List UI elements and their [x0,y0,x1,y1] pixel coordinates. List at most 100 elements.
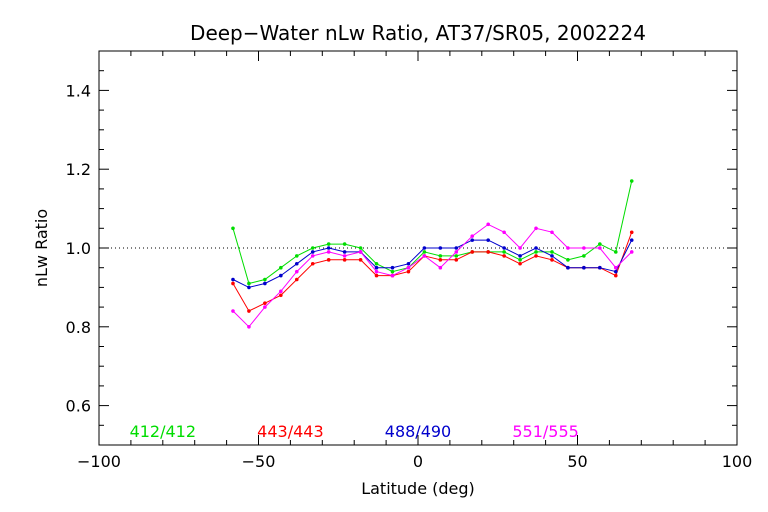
data-point-412-412 [438,254,443,258]
data-point-551-555 [263,305,267,309]
legend-label: 488/490 [385,422,451,441]
series-488-490 [231,238,634,290]
data-point-551-555 [470,234,475,238]
data-point-551-555 [629,250,634,254]
data-point-551-555 [486,222,490,227]
data-point-488-490 [502,246,506,250]
data-point-443-443 [326,258,331,262]
data-point-443-443 [613,273,618,278]
data-point-488-490 [470,238,475,242]
data-point-551-555 [422,254,427,258]
legend-label: 412/412 [130,422,196,441]
chart-title: Deep−Water nLw Ratio, AT37/SR05, 2002224 [190,21,646,45]
data-point-488-490 [390,265,395,270]
data-point-551-555 [582,246,586,250]
data-point-488-490 [279,273,283,278]
data-point-443-443 [438,258,443,262]
data-point-551-555 [279,289,283,294]
data-point-551-555 [374,269,379,274]
data-point-412-412 [534,250,538,254]
data-point-412-412 [279,265,283,270]
y-tick-label: 1.4 [66,81,91,100]
data-point-443-443 [358,258,363,262]
series-line-551-555 [232,223,633,328]
data-point-443-443 [231,281,235,286]
y-axis-label: nLw Ratio [32,209,51,287]
x-axis-label: Latitude (deg) [361,479,475,498]
data-point-443-443 [310,261,315,266]
data-point-412-412 [374,261,379,266]
data-point-488-490 [406,261,411,266]
series-line-488-490 [232,239,633,288]
data-point-443-443 [406,269,411,274]
y-tick-label: 1.2 [66,160,91,179]
data-point-488-490 [263,281,267,286]
series-line-443-443 [232,232,633,312]
data-point-551-555 [294,269,299,274]
data-point-551-555 [613,265,618,270]
y-tick-label: 0.8 [66,318,91,337]
data-point-443-443 [629,230,634,235]
data-point-412-412 [231,226,235,231]
data-point-412-412 [247,281,251,286]
x-tick-label: 50 [567,452,587,471]
data-point-412-412 [582,254,586,258]
data-point-488-490 [438,246,443,250]
data-point-488-490 [629,238,634,242]
data-point-488-490 [342,250,347,254]
data-point-412-412 [342,242,347,246]
data-point-551-555 [231,309,235,313]
data-point-443-443 [518,261,522,266]
data-point-412-412 [629,179,634,183]
data-point-488-490 [534,246,538,250]
legend-label: 551/555 [512,422,578,441]
data-point-412-412 [263,277,267,282]
data-point-488-490 [598,265,602,270]
data-point-488-490 [326,246,331,250]
series-line-412-412 [232,180,633,285]
data-point-551-555 [518,246,522,250]
data-point-551-555 [406,265,411,270]
data-point-488-490 [294,261,299,266]
legend: 412/412 443/443 488/490 551/555 [130,422,579,441]
data-point-488-490 [422,246,427,250]
data-point-488-490 [613,269,618,274]
data-point-488-490 [374,265,379,270]
series-443-443 [231,230,634,313]
data-point-551-555 [342,254,347,258]
plot-frame [98,50,738,446]
data-point-412-412 [422,250,427,254]
data-point-412-412 [613,250,618,254]
data-point-443-443 [374,273,379,278]
data-point-488-490 [231,277,235,282]
data-point-412-412 [566,258,570,262]
data-point-443-443 [342,258,347,262]
data-point-412-412 [390,269,395,274]
data-point-412-412 [598,242,602,246]
data-point-488-490 [486,238,490,242]
data-point-551-555 [438,265,443,270]
data-point-443-443 [247,309,251,313]
legend-label: 443/443 [257,422,323,441]
data-point-412-412 [358,246,363,250]
data-point-488-490 [582,265,586,270]
data-point-443-443 [454,258,459,262]
data-point-443-443 [279,293,283,298]
data-point-412-412 [310,246,315,250]
data-point-488-490 [550,254,554,258]
data-point-412-412 [550,250,554,254]
data-point-488-490 [310,250,315,254]
data-point-488-490 [247,285,251,290]
data-point-488-490 [454,246,459,250]
data-point-551-555 [566,246,570,250]
series-551-555 [231,222,634,329]
data-point-551-555 [534,226,538,231]
data-point-551-555 [598,246,602,250]
data-point-551-555 [550,230,554,235]
data-point-443-443 [263,301,267,305]
data-point-443-443 [550,258,554,262]
axes: −100 −50 0 50 100 0.6 0.8 1.0 1.2 1.4 [66,51,752,471]
data-point-551-555 [358,250,363,254]
data-point-551-555 [326,250,331,254]
